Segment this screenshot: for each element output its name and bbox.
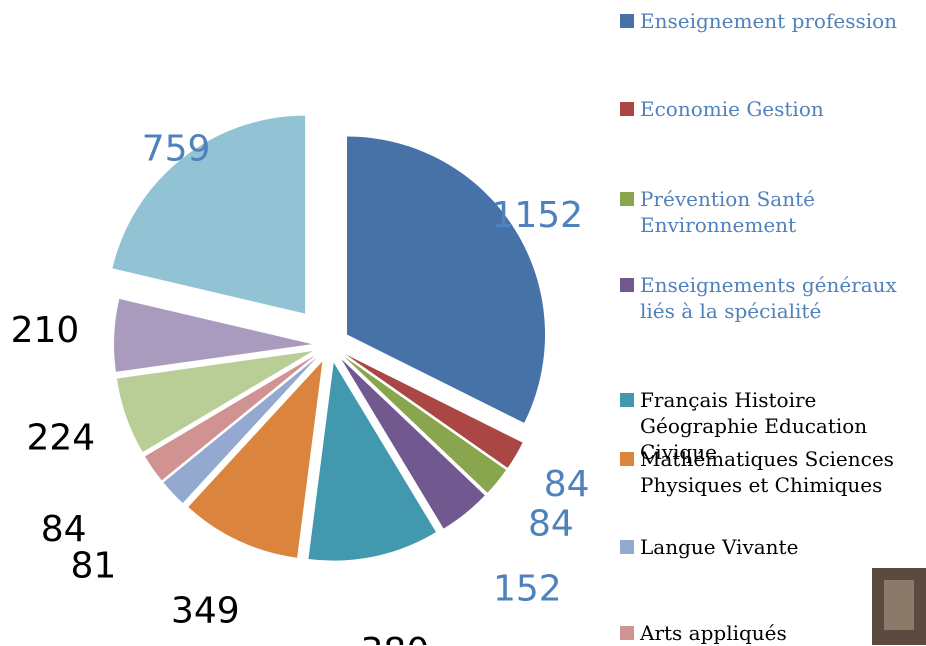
value-label: 210 xyxy=(11,310,80,351)
legend-swatch xyxy=(620,14,634,28)
legend-item: Mathématiques Sciences Physiques et Chim… xyxy=(620,446,920,498)
value-label: 380 xyxy=(361,631,430,645)
value-label: 81 xyxy=(71,546,117,587)
legend-swatch xyxy=(620,192,634,206)
legend-label: Mathématiques Sciences Physiques et Chim… xyxy=(640,446,920,498)
legend-swatch xyxy=(620,626,634,640)
value-label: 84 xyxy=(41,509,87,550)
value-label: 759 xyxy=(142,129,211,170)
legend-item: Enseignement profession xyxy=(620,8,920,34)
legend-label: Langue Vivante xyxy=(640,534,920,560)
legend-item: Prévention Santé Environnement xyxy=(620,186,920,238)
legend-item: Langue Vivante xyxy=(620,534,920,560)
legend-item: Enseignements généraux liés à la spécial… xyxy=(620,272,920,324)
legend-swatch xyxy=(620,278,634,292)
legend-swatch xyxy=(620,540,634,554)
legend-item: Arts appliqués xyxy=(620,620,920,646)
value-label: 152 xyxy=(493,569,562,610)
legend-label: Arts appliqués xyxy=(640,620,920,646)
value-label: 84 xyxy=(528,504,574,545)
legend-swatch xyxy=(620,452,634,466)
value-label: 1152 xyxy=(491,195,583,236)
legend-swatch xyxy=(620,102,634,116)
value-label: 349 xyxy=(171,591,240,632)
legend-label: Prévention Santé Environnement xyxy=(640,186,920,238)
legend-item: Economie Gestion xyxy=(620,96,920,122)
legend-swatch xyxy=(620,393,634,407)
value-label: 84 xyxy=(544,464,590,505)
legend-label: Enseignement profession xyxy=(640,8,920,34)
page: {"chart_data": {"type": "pie", "categori… xyxy=(0,0,926,645)
value-label: 224 xyxy=(26,418,95,459)
legend-label: Enseignements généraux liés à la spécial… xyxy=(640,272,920,324)
legend-label: Economie Gestion xyxy=(640,96,920,122)
